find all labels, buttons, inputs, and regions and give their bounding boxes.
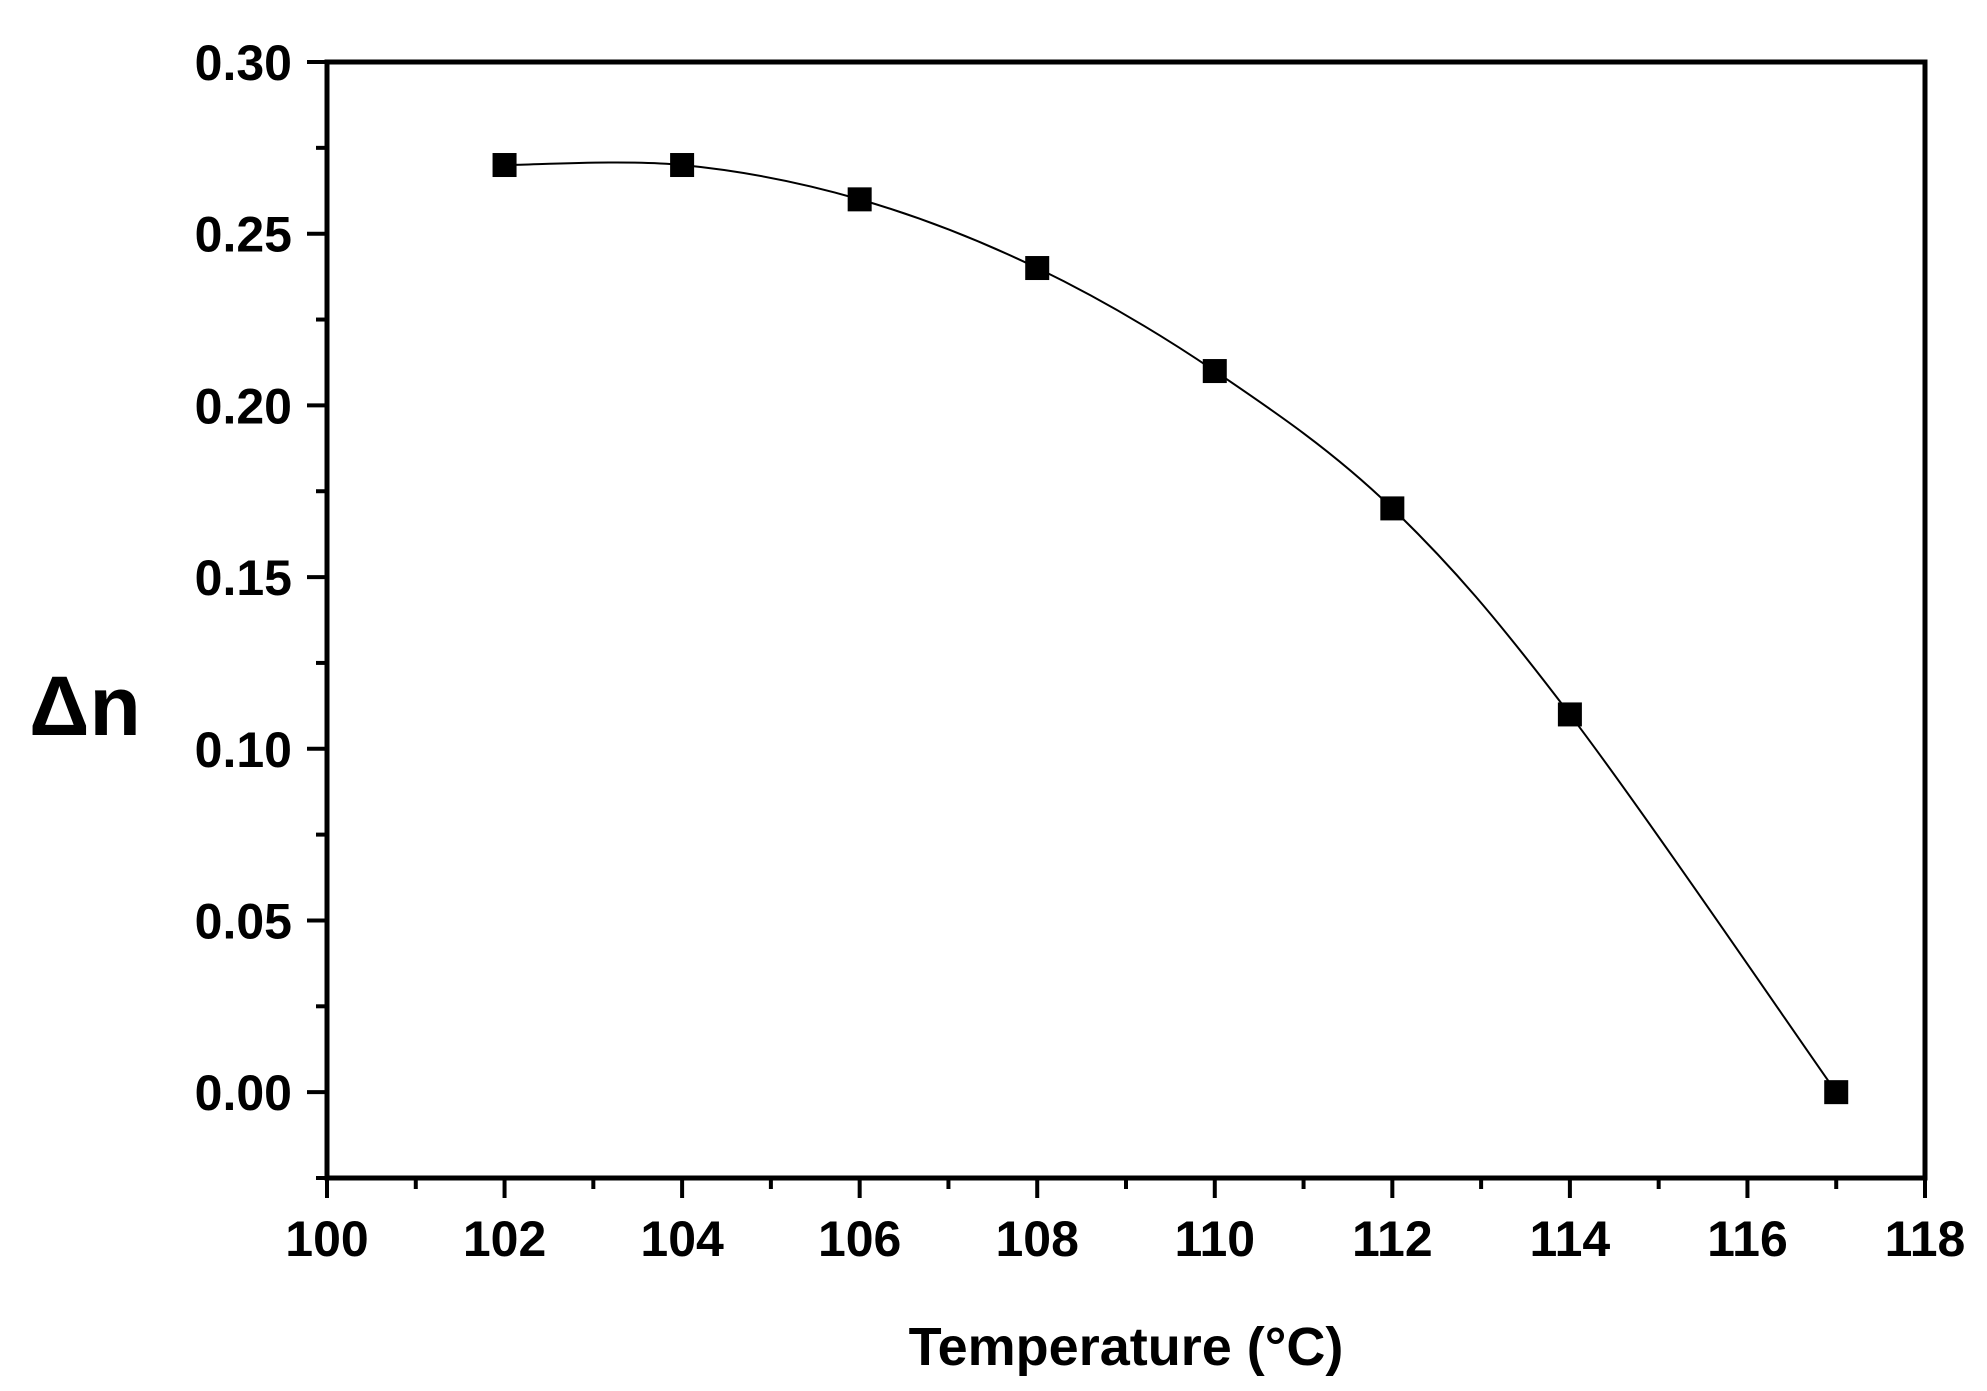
- y-tick-label: 0.20: [195, 378, 292, 434]
- y-tick-label: 0.10: [195, 722, 292, 778]
- x-tick-label: 104: [640, 1211, 724, 1267]
- x-tick-label: 100: [285, 1211, 368, 1267]
- x-tick-label: 112: [1352, 1211, 1433, 1267]
- y-axis: 0.00 0.05 0.10 0.15 0.20 0.25 0.30: [195, 35, 327, 1180]
- x-tick-label: 106: [818, 1211, 901, 1267]
- data-point: [1824, 1080, 1849, 1105]
- x-tick-label: 108: [996, 1211, 1079, 1267]
- y-axis-title: Δn: [29, 659, 141, 753]
- y-tick-label: 0.15: [195, 550, 292, 606]
- y-tick-label: 0.00: [195, 1065, 292, 1121]
- series-line: [504, 161, 1838, 1093]
- x-tick-label: 114: [1530, 1211, 1611, 1267]
- data-point: [847, 187, 872, 212]
- y-tick-label: 0.05: [195, 893, 292, 949]
- data-point: [670, 153, 695, 178]
- y-tick-label: 0.25: [195, 207, 292, 263]
- x-tick-label: 110: [1174, 1211, 1255, 1267]
- x-tick-label: 118: [1885, 1211, 1966, 1267]
- x-axis: 100 102 104 106 108 110 112 114 116 118: [285, 1178, 1965, 1267]
- x-tick-label: 102: [463, 1211, 546, 1267]
- data-point: [492, 153, 517, 178]
- x-tick-label: 116: [1707, 1211, 1788, 1267]
- y-tick-label: 0.30: [195, 35, 292, 91]
- data-series: [492, 153, 1849, 1105]
- plot-frame: [324, 59, 1928, 1181]
- data-point: [1380, 496, 1405, 521]
- x-axis-title: Temperature (°C): [909, 1317, 1344, 1377]
- data-point: [1557, 702, 1582, 727]
- data-point: [1025, 256, 1050, 281]
- data-point: [1202, 359, 1227, 384]
